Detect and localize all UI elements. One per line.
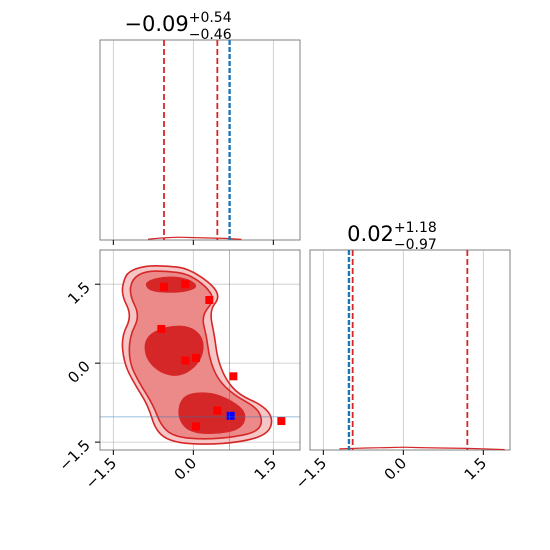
sample-marker: [213, 406, 222, 415]
x-tick-label: 1.5: [251, 454, 281, 484]
sample-marker: [192, 353, 200, 362]
panel-frame: [309, 249, 511, 451]
grid-lines: [322, 250, 484, 450]
sample-marker: [157, 324, 166, 333]
joint-panel: −1.5 0.0 1.5 1.5 0.0 −1.5: [55, 249, 301, 493]
sample-points: [157, 280, 286, 431]
panel-title: −0.09+0.54 −0.46: [124, 10, 231, 43]
sample-marker: [181, 280, 190, 289]
marginal-panel-2: −1.5 0.0 1.5 0.02+1.18 −0.97: [292, 220, 511, 493]
tick-marks: −1.5 0.0 1.5: [292, 450, 490, 493]
marginal-panel-1: −0.09+0.54 −0.46: [99, 10, 301, 245]
y-tick-label: 1.5: [64, 278, 94, 308]
sample-marker: [229, 372, 238, 381]
grid-lines: [112, 40, 274, 240]
density-curve: [147, 236, 242, 240]
panel-title: 0.02+1.18 −0.97: [347, 220, 437, 253]
x-tick-label: 0.0: [171, 454, 201, 484]
panel-frame: [99, 249, 301, 451]
sample-marker: [277, 417, 286, 426]
title-median: 0.02: [347, 222, 394, 246]
x-tick-label: −1.5: [82, 454, 120, 492]
plot-marks: [339, 250, 505, 451]
sample-marker: [192, 422, 200, 431]
tick-marks: [112, 240, 274, 245]
y-tick-label: 0.0: [64, 357, 94, 387]
y-tick-label: −1.5: [55, 436, 93, 474]
x-tick-label: 1.5: [461, 454, 491, 484]
x-tick-label: 0.0: [381, 454, 411, 484]
sample-marker: [181, 356, 190, 365]
highlight-marker: [226, 411, 235, 420]
sample-marker: [205, 296, 214, 304]
title-median: −0.09: [124, 12, 188, 36]
density-curve: [339, 446, 505, 451]
title-plus: +1.18: [394, 220, 437, 236]
title-minus: −0.46: [189, 27, 232, 43]
plot-marks: [147, 40, 242, 240]
x-tick-label: −1.5: [292, 454, 330, 492]
title-minus: −0.97: [394, 237, 437, 253]
title-plus: +0.54: [189, 10, 232, 26]
panel-frame: [99, 39, 301, 241]
truth-lines: [100, 250, 300, 450]
sample-marker: [160, 282, 168, 291]
